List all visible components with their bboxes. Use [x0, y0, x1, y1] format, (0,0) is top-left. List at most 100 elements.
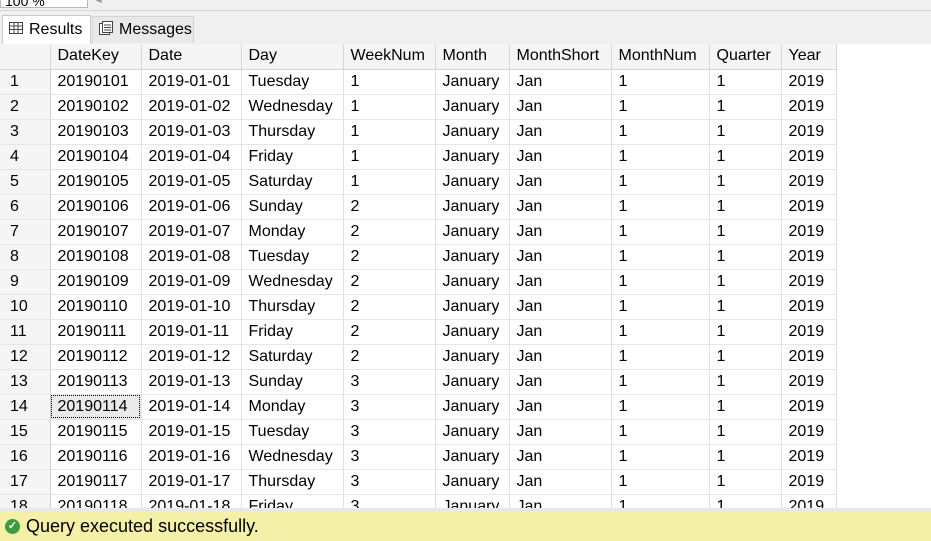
cell-day[interactable]: Sunday	[241, 194, 344, 220]
cell-monthshort[interactable]: Jan	[509, 469, 612, 495]
cell-weeknum[interactable]: 1	[343, 119, 436, 145]
cell-quarter[interactable]: 1	[709, 269, 782, 295]
cell-year[interactable]: 2019	[781, 219, 837, 245]
cell-month[interactable]: January	[435, 169, 510, 195]
cell-month[interactable]: January	[435, 119, 510, 145]
cell-year[interactable]: 2019	[781, 419, 837, 445]
row-number[interactable]: 7	[0, 219, 51, 245]
cell-year[interactable]: 2019	[781, 244, 837, 270]
tab-results[interactable]: Results	[2, 15, 91, 44]
table-row[interactable]: 2 20190102 2019-01-02 Wednesday 1 January Jan 1…	[0, 94, 837, 120]
cell-monthshort[interactable]: Jan	[509, 319, 612, 345]
cell-month[interactable]: January	[435, 469, 510, 495]
cell-day[interactable]: Thursday	[241, 119, 344, 145]
cell-monthshort[interactable]: Jan	[509, 369, 612, 395]
cell-weeknum[interactable]: 1	[343, 94, 436, 120]
cell-quarter[interactable]: 1	[709, 294, 782, 320]
cell-year[interactable]: 2019	[781, 344, 837, 370]
cell-day[interactable]: Wednesday	[241, 269, 344, 295]
cell-date[interactable]: 2019-01-11	[141, 319, 242, 345]
cell-datekey[interactable]: 20190114	[50, 394, 142, 420]
cell-datekey[interactable]: 20190102	[50, 94, 142, 120]
cell-month[interactable]: January	[435, 269, 510, 295]
table-row[interactable]: 12 20190112 2019-01-12 Saturday 2 January Jan 1…	[0, 344, 837, 370]
cell-quarter[interactable]: 1	[709, 244, 782, 270]
cell-monthshort[interactable]: Jan	[509, 394, 612, 420]
cell-quarter[interactable]: 1	[709, 419, 782, 445]
cell-month[interactable]: January	[435, 69, 510, 95]
cell-day[interactable]: Tuesday	[241, 244, 344, 270]
cell-date[interactable]: 2019-01-12	[141, 344, 242, 370]
cell-month[interactable]: January	[435, 419, 510, 445]
cell-year[interactable]: 2019	[781, 69, 837, 95]
cell-day[interactable]: Monday	[241, 219, 344, 245]
cell-day[interactable]: Friday	[241, 319, 344, 345]
cell-day[interactable]: Thursday	[241, 294, 344, 320]
row-number[interactable]: 15	[0, 419, 51, 445]
cell-day[interactable]: Thursday	[241, 469, 344, 495]
cell-monthnum[interactable]: 1	[611, 69, 710, 95]
cell-quarter[interactable]: 1	[709, 344, 782, 370]
cell-datekey[interactable]: 20190108	[50, 244, 142, 270]
table-row[interactable]: 9 20190109 2019-01-09 Wednesday 2 January Jan 1…	[0, 269, 837, 295]
cell-datekey[interactable]: 20190111	[50, 319, 142, 345]
cell-monthnum[interactable]: 1	[611, 144, 710, 170]
column-header-datekey[interactable]: DateKey	[50, 44, 142, 70]
cell-quarter[interactable]: 1	[709, 469, 782, 495]
cell-weeknum[interactable]: 1	[343, 169, 436, 195]
table-row[interactable]: 4 20190104 2019-01-04 Friday 1 January Jan 1 1 20…	[0, 144, 837, 170]
cell-monthnum[interactable]: 1	[611, 444, 710, 470]
row-number[interactable]: 4	[0, 144, 51, 170]
cell-quarter[interactable]: 1	[709, 219, 782, 245]
cell-weeknum[interactable]: 3	[343, 444, 436, 470]
column-header-month[interactable]: Month	[435, 44, 510, 70]
corner-cell[interactable]	[0, 44, 51, 70]
cell-quarter[interactable]: 1	[709, 169, 782, 195]
cell-datekey[interactable]: 20190113	[50, 369, 142, 395]
table-row[interactable]: 8 20190108 2019-01-08 Tuesday 2 January Jan 1 1 2…	[0, 244, 837, 270]
cell-date[interactable]: 2019-01-05	[141, 169, 242, 195]
cell-monthnum[interactable]: 1	[611, 494, 710, 509]
cell-day[interactable]: Friday	[241, 144, 344, 170]
cell-datekey[interactable]: 20190106	[50, 194, 142, 220]
cell-date[interactable]: 2019-01-04	[141, 144, 242, 170]
cell-month[interactable]: January	[435, 144, 510, 170]
cell-month[interactable]: January	[435, 444, 510, 470]
cell-day[interactable]: Wednesday	[241, 444, 344, 470]
cell-datekey[interactable]: 20190115	[50, 419, 142, 445]
column-header-date[interactable]: Date	[141, 44, 242, 70]
cell-month[interactable]: January	[435, 194, 510, 220]
cell-month[interactable]: January	[435, 494, 510, 509]
cell-month[interactable]: January	[435, 319, 510, 345]
cell-monthshort[interactable]: Jan	[509, 444, 612, 470]
cell-monthnum[interactable]: 1	[611, 469, 710, 495]
cell-month[interactable]: January	[435, 294, 510, 320]
cell-month[interactable]: January	[435, 219, 510, 245]
cell-date[interactable]: 2019-01-15	[141, 419, 242, 445]
table-row[interactable]: 5 20190105 2019-01-05 Saturday 1 January Jan 1 1…	[0, 169, 837, 195]
cell-month[interactable]: January	[435, 94, 510, 120]
cell-weeknum[interactable]: 3	[343, 469, 436, 495]
table-row[interactable]: 13 20190113 2019-01-13 Sunday 3 January Jan 1 1 2…	[0, 369, 837, 395]
cell-quarter[interactable]: 1	[709, 319, 782, 345]
row-number[interactable]: 3	[0, 119, 51, 145]
cell-year[interactable]: 2019	[781, 444, 837, 470]
cell-quarter[interactable]: 1	[709, 119, 782, 145]
cell-year[interactable]: 2019	[781, 194, 837, 220]
table-row[interactable]: 6 20190106 2019-01-06 Sunday 2 January Jan 1 1 20…	[0, 194, 837, 220]
cell-date[interactable]: 2019-01-07	[141, 219, 242, 245]
column-header-monthnum[interactable]: MonthNum	[611, 44, 710, 70]
cell-date[interactable]: 2019-01-14	[141, 394, 242, 420]
cell-datekey[interactable]: 20190107	[50, 219, 142, 245]
cell-month[interactable]: January	[435, 244, 510, 270]
cell-monthshort[interactable]: Jan	[509, 144, 612, 170]
row-number[interactable]: 14	[0, 394, 51, 420]
row-number[interactable]: 13	[0, 369, 51, 395]
cell-year[interactable]: 2019	[781, 494, 837, 509]
cell-monthnum[interactable]: 1	[611, 269, 710, 295]
cell-monthshort[interactable]: Jan	[509, 419, 612, 445]
cell-weeknum[interactable]: 2	[343, 194, 436, 220]
cell-monthshort[interactable]: Jan	[509, 269, 612, 295]
cell-year[interactable]: 2019	[781, 144, 837, 170]
table-row[interactable]: 7 20190107 2019-01-07 Monday 2 January Jan 1 1 20…	[0, 219, 837, 245]
